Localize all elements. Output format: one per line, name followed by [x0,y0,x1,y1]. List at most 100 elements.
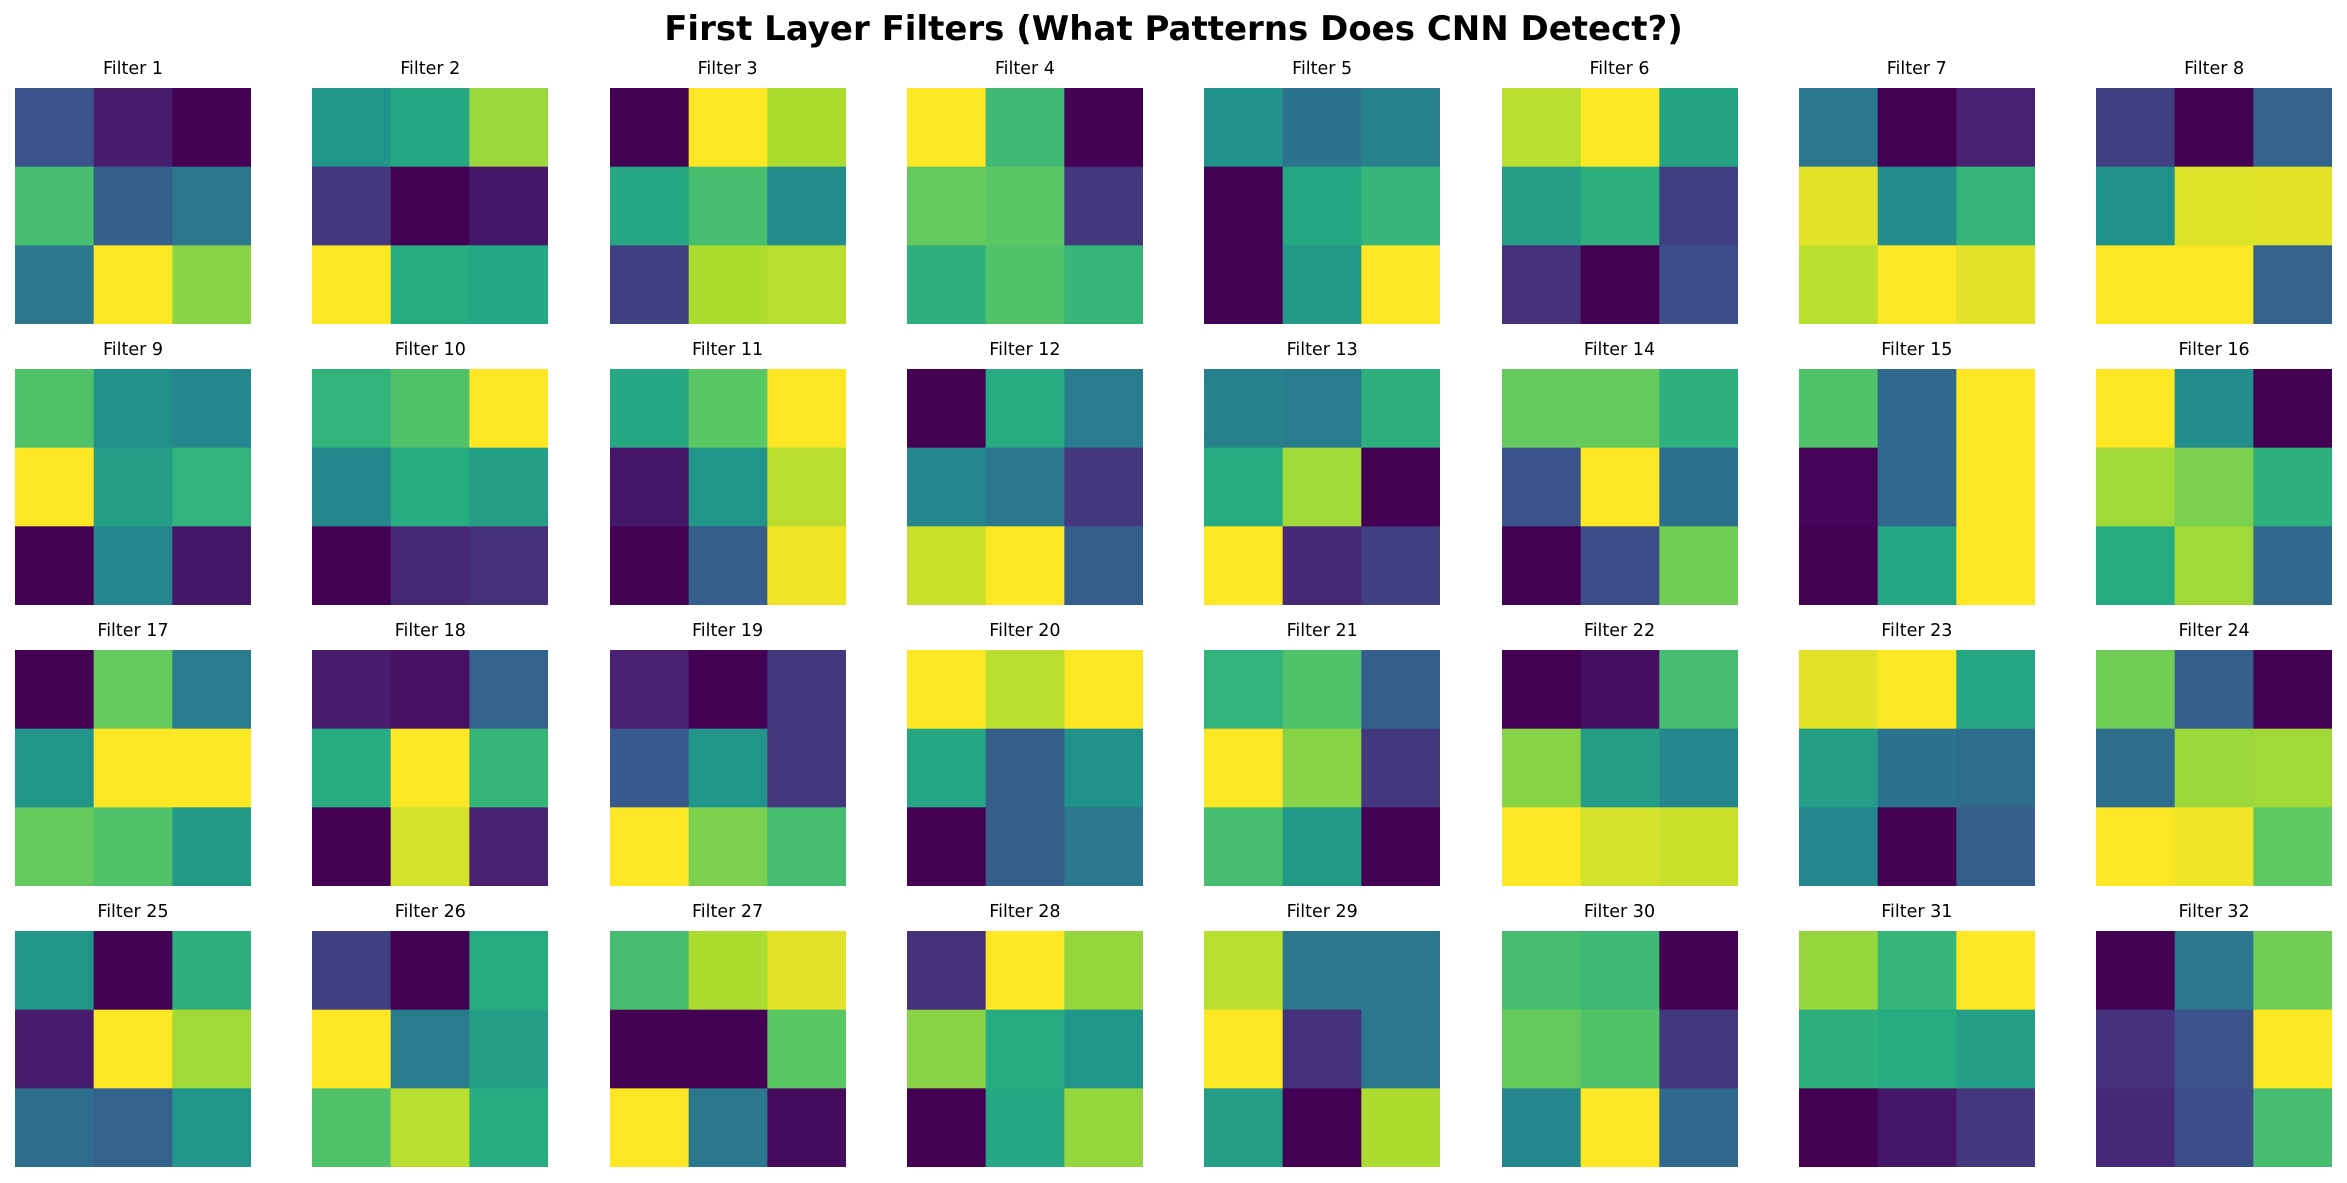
filter-21-title: Filter 21 [1286,621,1358,641]
filter-12-cell-r3c2 [985,526,1065,605]
filter-13-cell-r2c1 [1204,447,1284,527]
filter-12-cell-r2c2 [985,447,1065,527]
filter-24-cell-r2c3 [2253,728,2333,808]
filter-22-cell-r3c2 [1580,807,1660,886]
filter-24-cell-r1c1 [2096,650,2176,730]
filter-15-cell-r1c2 [1877,369,1957,449]
filter-7-cell-r1c3 [1956,88,2035,168]
filter-17-cell-r1c3 [172,650,251,730]
filter-8-cell-r3c3 [2253,245,2333,324]
filter-21-cell-r2c1 [1204,728,1284,808]
filter-29-cell-r2c2 [1282,1009,1363,1089]
filter-19-cell-r2c1 [609,728,689,808]
filter-24-heatmap [2096,650,2333,886]
filter-10-cell-r1c3 [469,369,549,449]
filter-18-cell-r3c1 [312,807,392,886]
filter-31-cell-r3c1 [1798,1088,1878,1167]
filter-9-cell-r3c2 [93,526,173,605]
filter-30-cell-r3c3 [1658,1088,1738,1167]
filter-19-cell-r1c1 [609,650,689,730]
filter-4-cell-r3c1 [906,245,987,324]
filter-21-heatmap [1204,650,1441,886]
filter-21-cell-r2c3 [1361,728,1441,808]
filter-18-cell-r3c3 [469,807,549,886]
filter-2-cell-r2c3 [469,166,549,246]
filter-24-cell-r1c3 [2253,650,2333,730]
filter-14-cell-r1c2 [1580,369,1660,449]
filter-29-cell-r1c2 [1282,931,1363,1011]
filter-18-cell-r2c3 [469,728,549,808]
filter-23-cell-r2c3 [1956,728,2035,808]
filter-15-cell-r2c1 [1798,447,1878,527]
filter-13-title: Filter 13 [1286,340,1358,360]
filter-17-cell-r2c1 [15,728,95,808]
filter-6-cell-r2c1 [1501,166,1581,246]
filter-19-cell-r2c2 [688,728,768,808]
filter-4-cell-r2c3 [1064,166,1143,246]
filter-25-cell-r1c3 [172,931,251,1011]
filter-26-heatmap [312,931,549,1167]
filter-13-cell-r3c1 [1204,526,1284,605]
filter-29-heatmap [1204,931,1441,1167]
filter-2-cell-r2c2 [390,166,471,246]
filter-32-title: Filter 32 [2178,902,2250,922]
filter-27-cell-r1c2 [688,931,768,1011]
filter-17-cell-r3c3 [172,807,251,886]
filter-18-cell-r2c1 [312,728,392,808]
filter-22-cell-r1c3 [1658,650,1738,730]
filter-23-title: Filter 23 [1881,621,1953,641]
filter-20-cell-r3c3 [1064,807,1143,886]
filter-5-cell-r2c1 [1204,166,1284,246]
filter-4-cell-r3c3 [1064,245,1143,324]
filter-4-cell-r1c3 [1064,88,1143,168]
filter-21-cell-r1c2 [1282,650,1363,730]
filter-21-cell-r3c3 [1361,807,1441,886]
filter-12-cell-r3c3 [1064,526,1143,605]
filter-28-cell-r3c3 [1064,1088,1143,1167]
filter-31-cell-r2c3 [1956,1009,2035,1089]
filter-32-cell-r1c1 [2096,931,2176,1011]
filter-31-cell-r1c1 [1798,931,1878,1011]
filter-25-title: Filter 25 [97,902,169,922]
filter-16-cell-r2c3 [2253,447,2333,527]
filter-8-cell-r1c2 [2174,88,2254,168]
filter-27-title: Filter 27 [692,902,764,922]
filter-5-cell-r3c1 [1204,245,1284,324]
filter-26-cell-r2c1 [312,1009,392,1089]
filter-30-cell-r2c3 [1658,1009,1738,1089]
filter-1-cell-r1c2 [93,88,173,168]
filter-10-title: Filter 10 [394,340,466,360]
filter-22-cell-r1c1 [1501,650,1581,730]
filter-8-cell-r3c2 [2174,245,2254,324]
filter-15-title: Filter 15 [1881,340,1953,360]
filter-27-cell-r3c1 [609,1088,689,1167]
filter-10-cell-r3c3 [469,526,549,605]
filter-11-cell-r2c3 [766,447,846,527]
filter-31-cell-r2c1 [1798,1009,1878,1089]
filter-3-heatmap [609,88,846,324]
filter-11-title: Filter 11 [692,340,764,360]
filter-9-title: Filter 9 [102,340,164,360]
filter-22-title: Filter 22 [1583,621,1656,641]
filter-25-cell-r2c1 [15,1009,95,1089]
filter-2-cell-r1c1 [312,88,392,168]
filter-14-cell-r2c2 [1580,447,1660,527]
filter-22-cell-r1c2 [1580,650,1660,730]
filter-28-cell-r3c2 [985,1088,1065,1167]
filter-14-heatmap [1501,369,1738,605]
filter-8-cell-r1c1 [2096,88,2176,168]
filter-30-cell-r1c3 [1658,931,1738,1011]
filter-23-cell-r3c2 [1877,807,1957,886]
filter-9-cell-r1c3 [172,369,251,449]
filter-26-cell-r3c1 [312,1088,392,1167]
filter-14-cell-r1c1 [1501,369,1581,449]
filter-28-cell-r1c3 [1064,931,1143,1011]
filter-15-cell-r2c3 [1956,447,2035,527]
filter-31-cell-r3c3 [1956,1088,2035,1167]
filter-9-heatmap [15,369,251,605]
filter-30-cell-r1c2 [1580,931,1660,1011]
filter-9-cell-r3c1 [15,526,95,605]
filter-4-cell-r1c2 [985,88,1065,168]
filter-8-cell-r2c1 [2096,166,2176,246]
filter-23-cell-r3c3 [1956,807,2035,886]
